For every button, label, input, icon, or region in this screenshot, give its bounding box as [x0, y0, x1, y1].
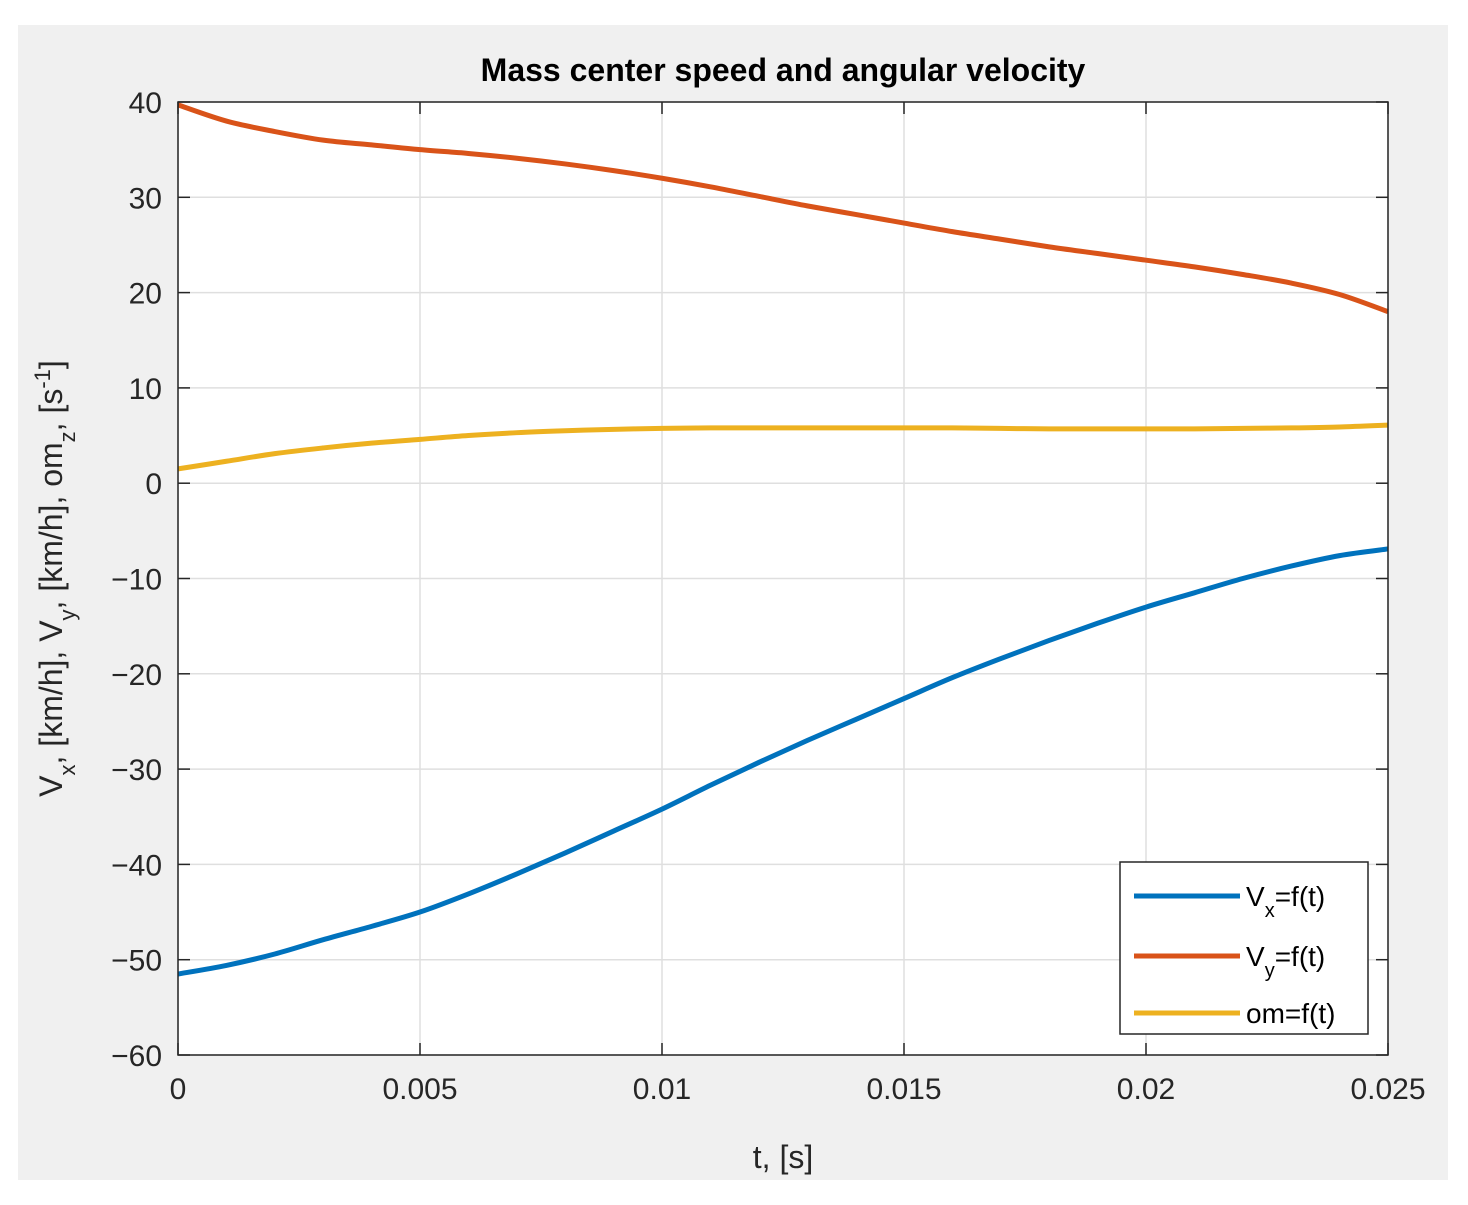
- x-tick-label: 0.01: [633, 1073, 691, 1106]
- y-tick-label: 10: [129, 373, 162, 406]
- y-tick-labels: −60 −50 −40 −30 −20 −10 0 10 20 30 40: [111, 87, 162, 1073]
- chart-title: Mass center speed and angular velocity: [481, 52, 1086, 88]
- legend: Vx=f(t) Vy=f(t) om=f(t): [1119, 861, 1369, 1035]
- legend-label-1: Vx=f(t): [1246, 881, 1325, 922]
- y-tick-label: 20: [129, 278, 162, 311]
- x-tick-label: 0.02: [1117, 1073, 1175, 1106]
- y-tick-label: 0: [145, 468, 162, 501]
- ylabel-sub-z: z: [55, 431, 80, 442]
- x-tick-label: 0.025: [1350, 1073, 1425, 1106]
- series-line-2: [177, 102, 1389, 315]
- ylabel-part-4: , [s: [33, 389, 69, 432]
- x-tick-label: 0.015: [866, 1073, 941, 1106]
- tick-marks: [177, 101, 1389, 1056]
- ylabel-part-5: ]: [33, 360, 69, 369]
- legend-label-3: om=f(t): [1246, 998, 1335, 1029]
- y-axis-label: Vx, [km/h], Vy, [km/h], omz, [s-1]: [30, 360, 80, 797]
- ylabel-sub-x: x: [55, 764, 80, 775]
- x-tick-labels: 0 0.005 0.01 0.015 0.02 0.025: [170, 1073, 1426, 1106]
- y-tick-label: −40: [111, 849, 162, 882]
- ylabel-sup: -1: [30, 369, 55, 389]
- y-tick-label: −50: [111, 945, 162, 978]
- series-line-3: [177, 422, 1389, 472]
- y-tick-label: −30: [111, 754, 162, 787]
- y-tick-label: −20: [111, 659, 162, 692]
- x-axis-label: t, [s]: [753, 1139, 813, 1175]
- ylabel-part-3: , [km/h], om: [33, 442, 69, 609]
- legend-box: [1119, 861, 1369, 1035]
- legend-label-2: Vy=f(t): [1246, 941, 1325, 982]
- series-line-1: [177, 546, 1389, 977]
- y-tick-label: 40: [129, 87, 162, 120]
- y-tick-label: 30: [129, 182, 162, 215]
- ylabel-sub-y: y: [55, 609, 80, 620]
- y-tick-label: −10: [111, 564, 162, 597]
- x-tick-label: 0.005: [382, 1073, 457, 1106]
- ylabel-part-1: V: [33, 775, 69, 797]
- ylabel-part-2: , [km/h], V: [33, 620, 69, 765]
- x-tick-label: 0: [170, 1073, 187, 1106]
- y-tick-label: −60: [111, 1040, 162, 1073]
- series-lines: [177, 102, 1389, 977]
